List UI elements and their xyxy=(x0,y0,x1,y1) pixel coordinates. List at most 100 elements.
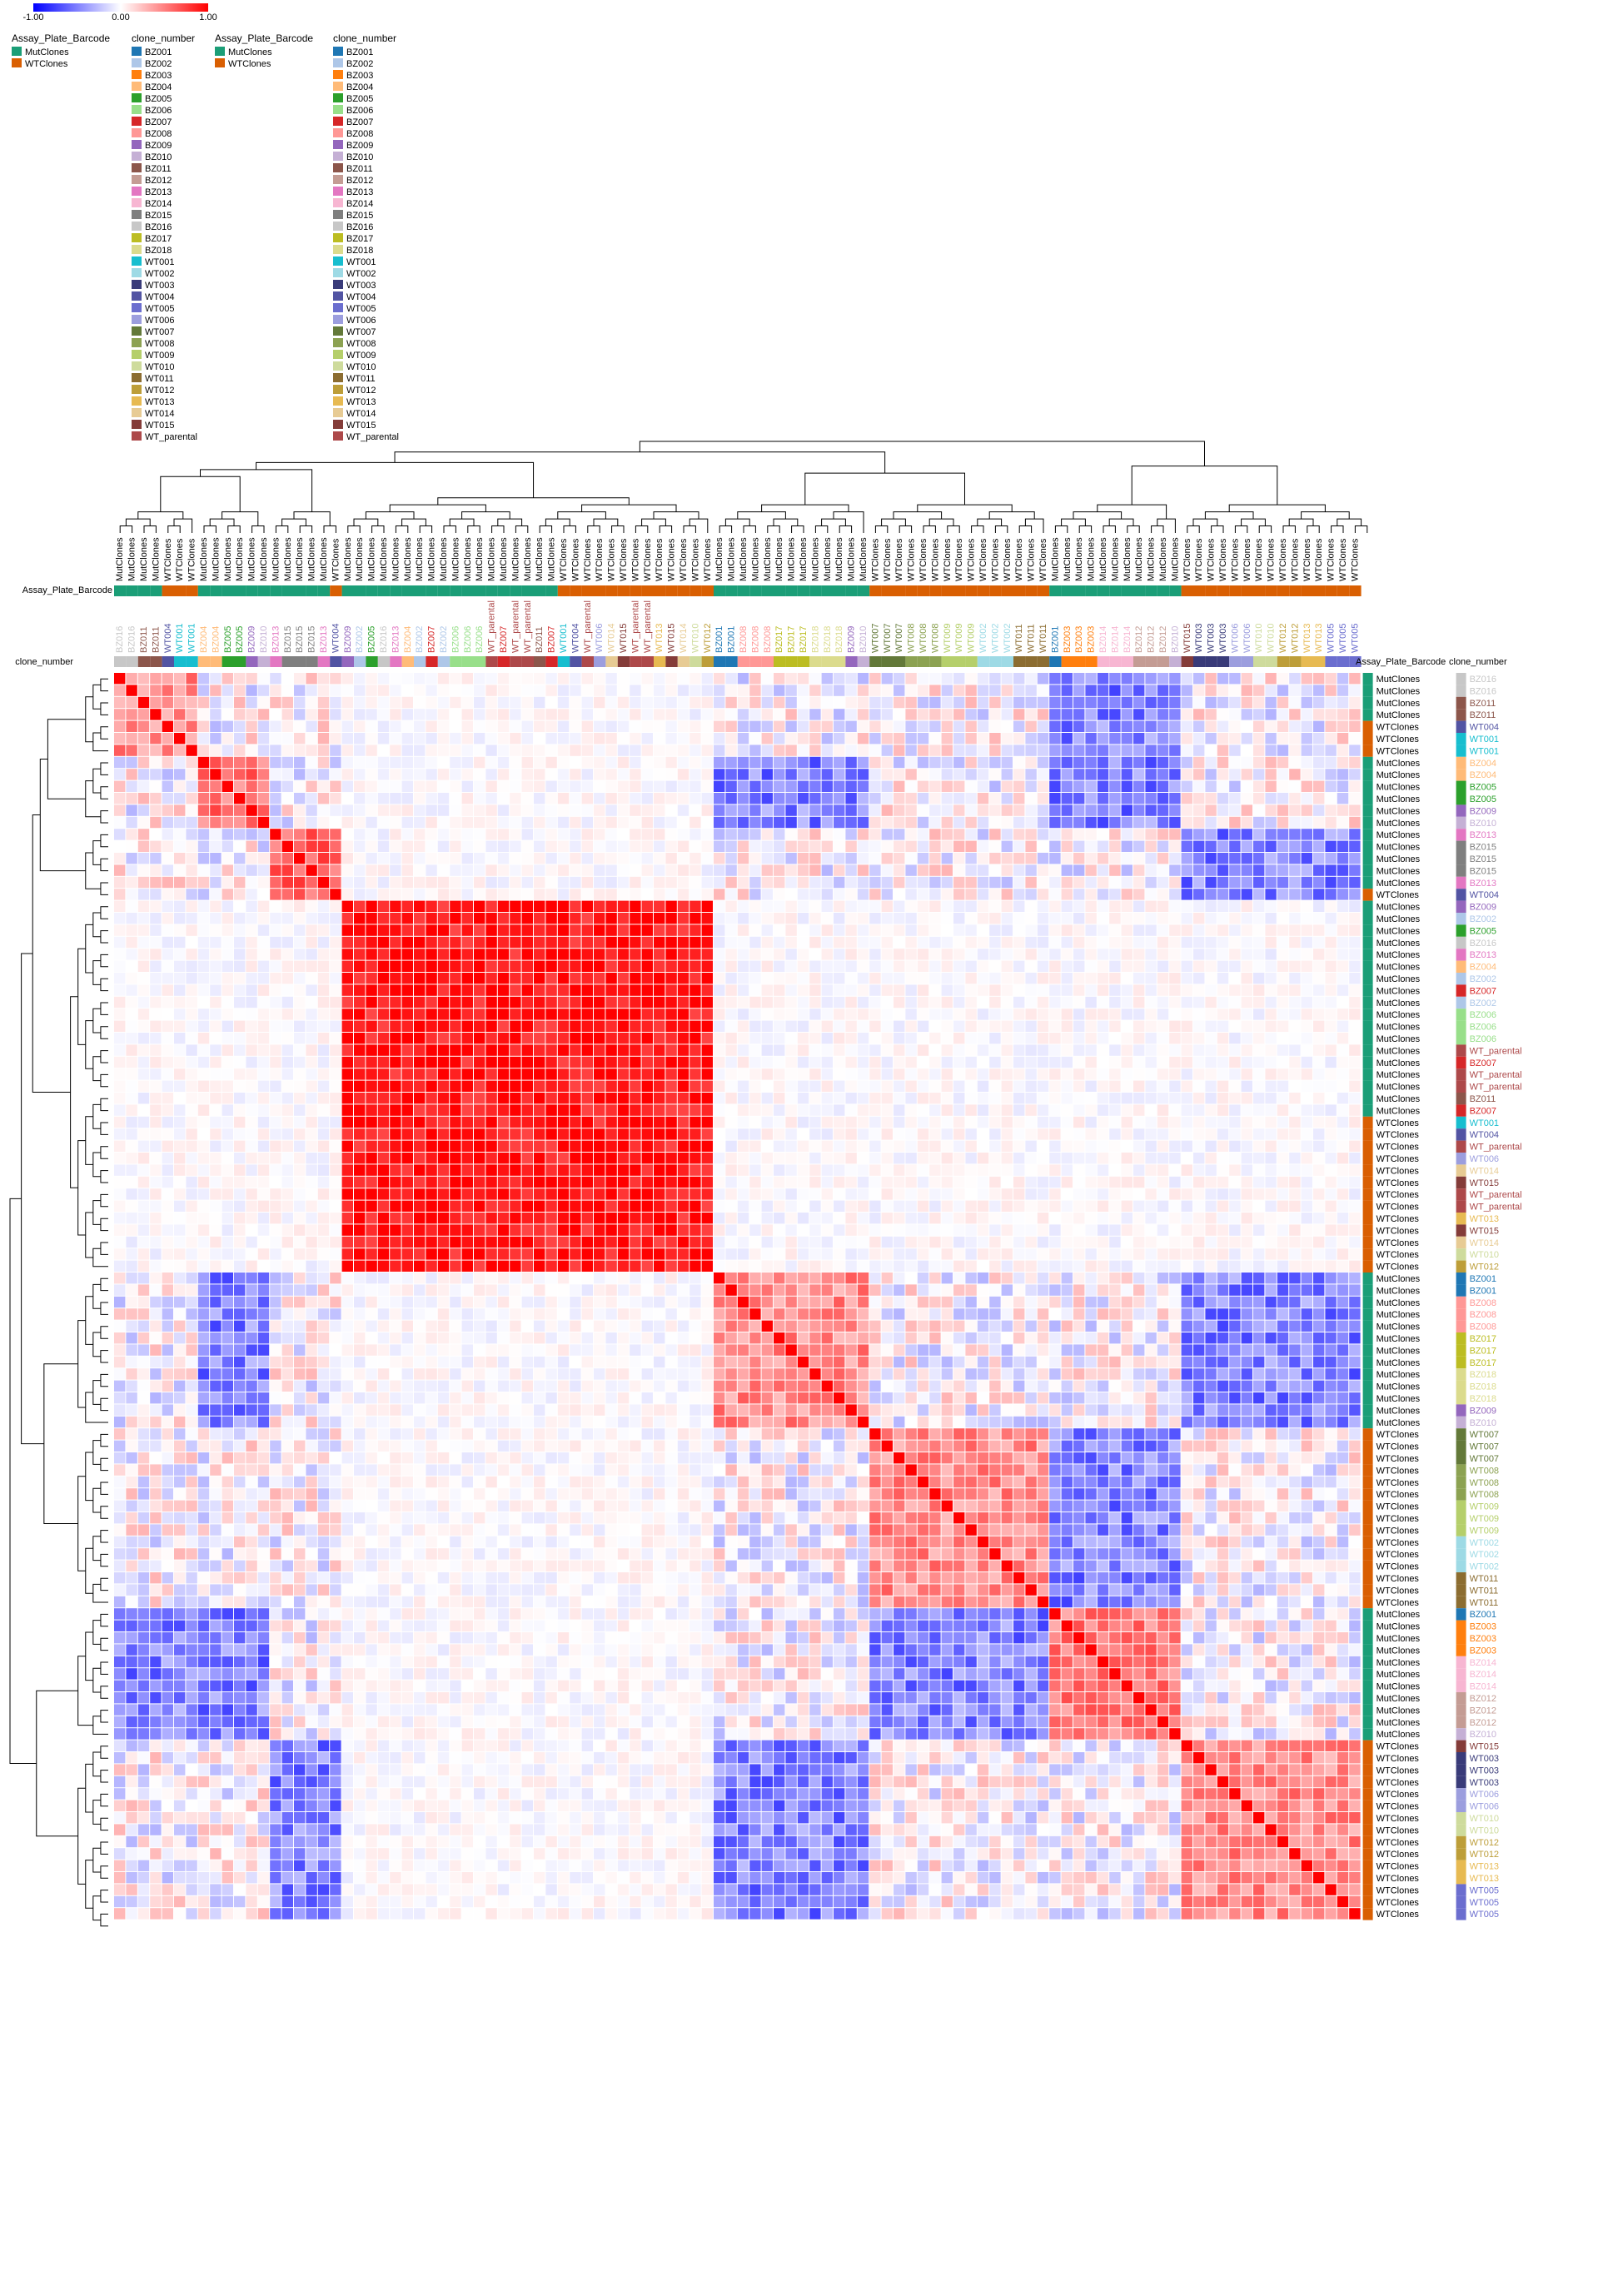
heatmap-cell xyxy=(1061,720,1073,732)
heatmap-cell xyxy=(1325,745,1337,756)
heatmap-cell xyxy=(1229,756,1241,769)
heatmap-cell xyxy=(1193,1128,1205,1140)
heatmap-cell xyxy=(306,853,317,864)
column-plate-cell xyxy=(941,585,953,596)
heatmap-cell xyxy=(594,1093,605,1104)
heatmap-cell xyxy=(401,673,413,685)
heatmap-cell xyxy=(1241,804,1252,816)
heatmap-cell xyxy=(929,949,941,960)
heatmap-cell xyxy=(1109,913,1121,924)
heatmap-cell xyxy=(737,780,749,792)
heatmap-cell xyxy=(317,1009,330,1020)
heatmap-cell xyxy=(617,673,630,685)
heatmap-cell xyxy=(677,1140,689,1152)
heatmap-cell xyxy=(401,900,413,912)
dendrogram-branch xyxy=(467,525,480,533)
heatmap-cell xyxy=(1265,924,1277,936)
heatmap-cell xyxy=(485,1044,497,1056)
heatmap-cell xyxy=(785,816,797,829)
heatmap-cell xyxy=(210,1153,222,1164)
heatmap-cell xyxy=(1277,853,1289,864)
column-plate-label: WTClones xyxy=(1278,538,1288,581)
heatmap-cell xyxy=(426,1140,437,1152)
column-plate-cell xyxy=(1001,585,1013,596)
heatmap-cell xyxy=(701,756,713,769)
heatmap-cell xyxy=(317,840,330,852)
heatmap-cell xyxy=(437,745,450,756)
heatmap-cell xyxy=(341,1116,353,1128)
dendrogram-branch xyxy=(395,525,409,533)
heatmap-cell xyxy=(1109,769,1121,780)
heatmap-cell xyxy=(1193,1009,1205,1020)
legend-label-wtclones: WTClones xyxy=(25,59,68,69)
heatmap-cell xyxy=(186,1044,197,1056)
column-clone-label: WT011 xyxy=(1027,624,1037,653)
heatmap-cell xyxy=(845,840,857,852)
dendrogram-branch xyxy=(100,858,108,872)
heatmap-cell xyxy=(270,973,281,984)
heatmap-cell xyxy=(1025,733,1037,745)
heatmap-cell xyxy=(294,709,306,720)
heatmap-cell xyxy=(654,1093,665,1104)
column-plate-cell xyxy=(1193,585,1206,596)
heatmap-cell xyxy=(941,960,953,972)
column-plate-label: MutClones xyxy=(1158,537,1168,581)
heatmap-cell xyxy=(234,936,246,949)
heatmap-cell xyxy=(450,1044,461,1056)
heatmap-cell xyxy=(150,709,162,720)
heatmap-cell xyxy=(366,1116,377,1128)
dendrogram-branch xyxy=(1288,518,1314,526)
heatmap-cell xyxy=(1313,949,1325,960)
heatmap-cell xyxy=(989,1056,1001,1068)
heatmap-cell xyxy=(809,720,821,732)
heatmap-cell xyxy=(570,853,581,864)
heatmap-cell xyxy=(126,745,137,756)
heatmap-cell xyxy=(330,1020,341,1032)
heatmap-cell xyxy=(317,673,330,685)
heatmap-cell xyxy=(1349,1093,1361,1104)
heatmap-cell xyxy=(1313,876,1325,889)
heatmap-cell xyxy=(1325,900,1337,912)
heatmap-cell xyxy=(941,1020,953,1032)
heatmap-cell xyxy=(809,876,821,889)
heatmap-cell xyxy=(689,840,701,852)
column-plate-label: MutClones xyxy=(1063,537,1073,581)
heatmap-cell xyxy=(774,793,785,804)
heatmap-cell xyxy=(689,1068,701,1080)
heatmap-cell xyxy=(677,1116,689,1128)
heatmap-cell xyxy=(1337,984,1349,996)
heatmap-cell xyxy=(341,996,353,1009)
heatmap-cell xyxy=(857,1093,869,1104)
heatmap-cell xyxy=(521,816,533,829)
heatmap-cell xyxy=(426,756,437,769)
heatmap-cell xyxy=(677,984,689,996)
heatmap-cell xyxy=(917,1068,929,1080)
column-clone-label: BZ016 xyxy=(115,626,125,653)
heatmap-cell xyxy=(1181,1093,1192,1104)
heatmap-cell xyxy=(977,960,989,972)
heatmap-cell xyxy=(450,696,461,709)
heatmap-cell xyxy=(510,720,521,732)
heatmap-cell xyxy=(749,936,761,949)
heatmap-cell xyxy=(510,673,521,685)
heatmap-cell xyxy=(1133,1140,1145,1152)
heatmap-cell xyxy=(594,709,605,720)
heatmap-cell xyxy=(989,733,1001,745)
heatmap-cell xyxy=(1097,853,1109,864)
heatmap-cell xyxy=(605,780,617,792)
heatmap-cell xyxy=(174,1116,186,1128)
heatmap-cell xyxy=(617,720,630,732)
heatmap-cell xyxy=(1277,1093,1289,1104)
heatmap-cell xyxy=(137,1128,150,1140)
heatmap-cell xyxy=(174,924,186,936)
heatmap-cell xyxy=(785,900,797,912)
heatmap-cell xyxy=(474,949,485,960)
heatmap-cell xyxy=(570,1104,581,1116)
heatmap-cell xyxy=(1109,864,1121,876)
heatmap-cell xyxy=(1181,1140,1192,1152)
column-clone-label: WT015 xyxy=(667,624,677,653)
heatmap-cell xyxy=(234,1009,246,1020)
heatmap-cell xyxy=(894,780,905,792)
heatmap-cell xyxy=(437,1033,450,1044)
dendrogram-branch xyxy=(515,525,529,533)
